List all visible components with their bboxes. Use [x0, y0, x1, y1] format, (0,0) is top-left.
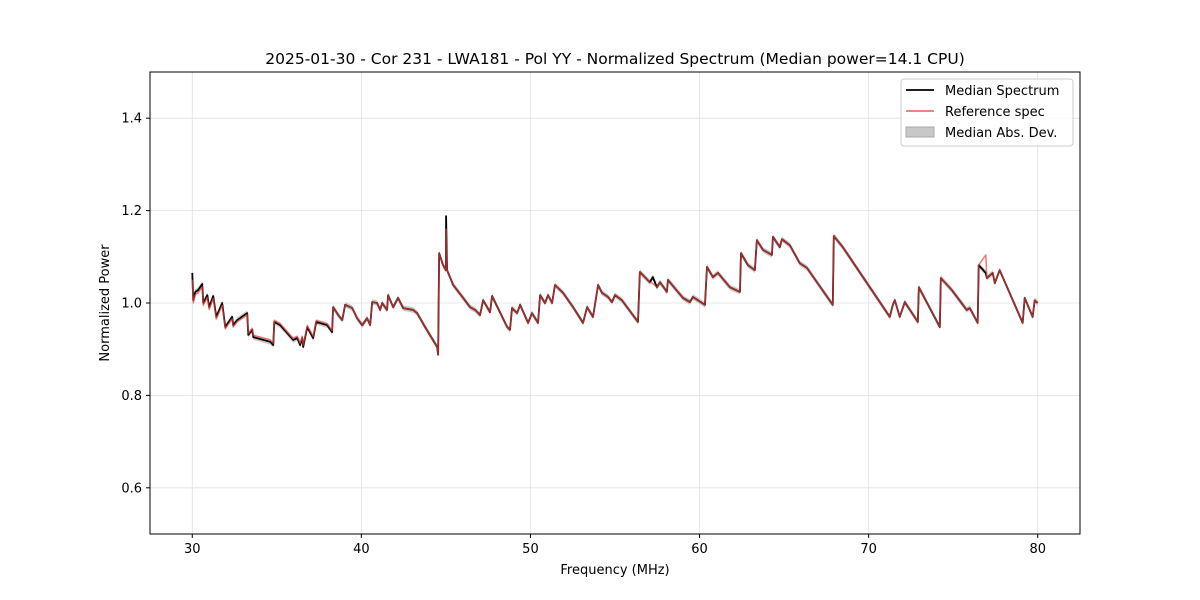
- y-axis-label: Normalized Power: [98, 244, 113, 362]
- x-tick-label: 30: [184, 542, 201, 557]
- x-axis-label: Frequency (MHz): [560, 563, 669, 578]
- x-tick-label: 40: [353, 542, 370, 557]
- y-axis: 0.6 0.8 1.0 1.2 1.4: [121, 112, 150, 496]
- legend-reference-label: Reference spec: [945, 105, 1045, 120]
- x-tick-label: 70: [860, 542, 877, 557]
- y-tick-label: 0.8: [121, 389, 142, 404]
- plot-area: [191, 213, 1039, 358]
- legend-mad-label: Median Abs. Dev.: [945, 126, 1057, 141]
- x-tick-label: 50: [522, 542, 539, 557]
- y-tick-label: 1.2: [121, 204, 142, 219]
- legend-box: [900, 78, 1074, 147]
- y-tick-label: 1.4: [121, 112, 142, 127]
- y-tick-label: 1.0: [121, 297, 142, 312]
- y-tick-label: 0.6: [121, 481, 142, 496]
- x-axis: 30 40 50 60 70 80: [184, 534, 1046, 557]
- legend: Median Spectrum Reference spec Median Ab…: [900, 78, 1074, 147]
- reference-spectrum-line: [191, 228, 1039, 356]
- legend-median-label: Median Spectrum: [945, 84, 1059, 99]
- chart-title: 2025-01-30 - Cor 231 - LWA181 - Pol YY -…: [265, 50, 965, 68]
- legend-mad-swatch: [905, 126, 935, 138]
- x-tick-label: 80: [1029, 542, 1046, 557]
- x-tick-label: 60: [691, 542, 708, 557]
